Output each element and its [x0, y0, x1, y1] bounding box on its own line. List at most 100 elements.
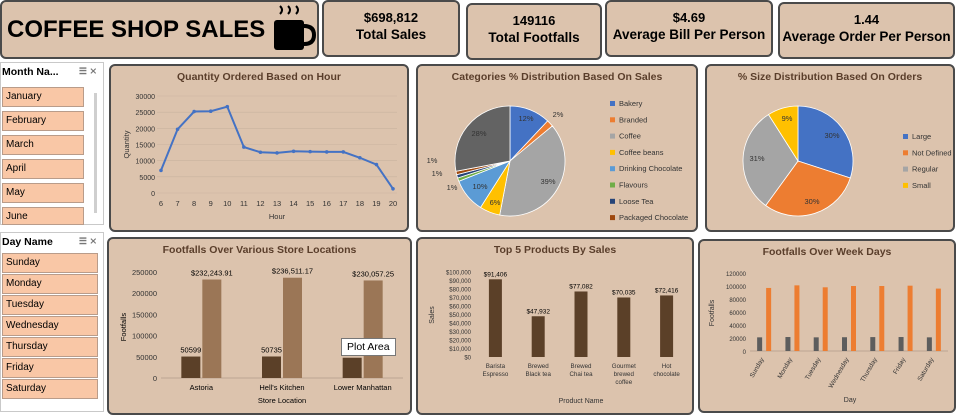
- day-item-tuesday[interactable]: Tuesday: [2, 295, 98, 315]
- data-point: [374, 162, 379, 167]
- legend-swatch: [610, 182, 615, 188]
- y-tick-label: $60,000: [449, 305, 471, 311]
- pie-data-label: 6%: [490, 198, 501, 207]
- bar-data-label: $236,511.17: [272, 267, 313, 276]
- bar: [617, 297, 631, 357]
- y-tick-label: 20000: [136, 126, 156, 133]
- chart-title: Categories % Distribution Based On Sales: [451, 71, 663, 83]
- pie-data-label: 1%: [432, 169, 443, 178]
- legend-swatch: [610, 166, 615, 172]
- bar-data-label: $72,416: [655, 287, 679, 294]
- slicer-scrollbar[interactable]: [94, 93, 97, 213]
- kpi-label: Total Sales: [355, 27, 427, 42]
- x-tick-label: chocolate: [653, 371, 680, 378]
- pie-slice: [742, 114, 799, 207]
- pie-slice: [765, 160, 851, 217]
- pie-slice: [797, 105, 854, 179]
- bar-data-label: $70,035: [612, 289, 636, 296]
- bar: [785, 337, 791, 351]
- x-tick-label: 13: [273, 199, 281, 208]
- bar-data-label: $232,243.91: [191, 269, 233, 278]
- month-item-june[interactable]: June: [2, 207, 84, 225]
- day-item-sunday[interactable]: Sunday: [2, 253, 98, 273]
- kpi-value: $698,812: [363, 10, 419, 25]
- y-tick-label: $40,000: [449, 322, 471, 328]
- pie-data-label: 31%: [749, 154, 764, 163]
- x-tick-label: Gourmet: [612, 363, 636, 370]
- top-products-chart[interactable]: $0 $10,000 $20,000 $30,000 $40,000 $50,000 $60…: [418, 239, 692, 413]
- bar: [342, 357, 362, 378]
- data-point: [159, 168, 163, 173]
- category-distribution-panel: Categories % Distribution Based On Sales…: [416, 64, 698, 232]
- bar: [757, 337, 763, 351]
- weekday-footfalls-chart[interactable]: 0 20000 40000 60000 80000 100000 120000 Sunday M…: [700, 241, 954, 411]
- bar: [822, 287, 828, 351]
- kpi-label: Average Order Per Person: [782, 29, 951, 44]
- x-tick-label: Espresso: [483, 371, 509, 378]
- x-tick-label: Brewed: [571, 363, 593, 370]
- x-tick-label: coffee: [615, 379, 632, 386]
- series-line: [160, 105, 394, 190]
- x-tick-label: Hell's Kitchen: [259, 383, 304, 392]
- bar: [660, 295, 674, 357]
- x-tick-label: 8: [192, 199, 196, 208]
- y-tick-label: 60000: [729, 311, 746, 317]
- x-tick-label: Friday: [892, 356, 907, 376]
- month-item-february[interactable]: February: [2, 111, 84, 131]
- multi-select-icon[interactable]: ☰ ⨯: [78, 66, 97, 76]
- hourly-quantity-panel: Quantity Ordered Based on Hour 0 5000 1000…: [109, 64, 409, 232]
- x-tick-label: Astoria: [190, 383, 214, 392]
- y-tick-label: 40000: [729, 324, 746, 330]
- bar: [898, 337, 904, 351]
- y-tick-label: 50000: [136, 353, 157, 362]
- pie-data-label: 30%: [824, 131, 839, 140]
- x-tick-label: Tuesday: [804, 356, 823, 382]
- y-tick-label: $80,000: [449, 288, 471, 294]
- title-panel: COFFEE SHOP SALES: [0, 0, 319, 59]
- day-slicer[interactable]: Day Name ☰ ⨯ Sunday Monday Tuesday Wedne…: [0, 232, 104, 412]
- multi-select-icon[interactable]: ☰ ⨯: [78, 236, 97, 246]
- bar: [935, 288, 941, 351]
- legend-entry: Not Defined: [912, 148, 952, 157]
- size-distribution-panel: % Size Distribution Based On Orders 30% 3…: [705, 64, 955, 232]
- month-item-january[interactable]: January: [2, 87, 84, 107]
- y-tick-label: 15000: [136, 143, 156, 150]
- hourly-quantity-chart[interactable]: 0 5000 10000 15000 20000 25000 30000 6 7 8 9 10 11 12…: [111, 66, 407, 230]
- data-point: [291, 149, 296, 154]
- kpi-value: 149116: [512, 13, 556, 28]
- x-tick-label: Monday: [777, 356, 795, 380]
- x-axis-label: Hour: [269, 212, 286, 221]
- day-item-wednesday[interactable]: Wednesday: [2, 316, 98, 336]
- coffee-cup-icon: [274, 5, 316, 50]
- x-tick-label: brewed: [614, 371, 635, 378]
- y-tick-label: $20,000: [449, 339, 471, 345]
- day-item-saturday[interactable]: Saturday: [2, 379, 98, 399]
- x-axis-label: Day: [844, 397, 857, 404]
- size-pie-chart[interactable]: 30% 30% 31% 9% Large Not Defined Regular Small: [707, 66, 953, 230]
- day-item-monday[interactable]: Monday: [2, 274, 98, 294]
- month-item-april[interactable]: April: [2, 159, 84, 179]
- data-point: [192, 109, 196, 114]
- month-item-may[interactable]: May: [2, 183, 84, 203]
- y-tick-label: 200000: [132, 289, 157, 298]
- y-tick-label: 0: [151, 191, 155, 198]
- y-tick-label: $50,000: [449, 313, 471, 319]
- pie-slice: [767, 105, 799, 163]
- bar: [794, 285, 800, 351]
- bar: [851, 286, 856, 351]
- y-tick-label: 20000: [729, 337, 746, 343]
- chart-title: Top 5 Products By Sales: [493, 244, 617, 256]
- day-item-friday[interactable]: Friday: [2, 358, 98, 378]
- month-slicer[interactable]: Month Na... ☰ ⨯ January February March A…: [0, 62, 104, 225]
- day-item-thursday[interactable]: Thursday: [2, 337, 98, 357]
- store-footfalls-chart[interactable]: 0 50000 100000 150000 200000 250000 50599 $232,…: [109, 239, 410, 413]
- bar: [202, 279, 222, 378]
- legend-entry: Loose Tea: [619, 197, 654, 206]
- month-item-march[interactable]: March: [2, 135, 84, 155]
- category-pie-chart[interactable]: 12% 2% 39% 6%10% 1% 1% 1% 28% Bakery Branded Coffe…: [418, 66, 696, 230]
- pie-data-label: 30%: [804, 197, 819, 206]
- pie-data-label: 9%: [782, 114, 793, 123]
- bar: [283, 277, 302, 378]
- top-products-panel: Top 5 Products By Sales $0 $10,000 $20,000…: [416, 237, 694, 415]
- kpi-label: Total Footfalls: [488, 30, 580, 45]
